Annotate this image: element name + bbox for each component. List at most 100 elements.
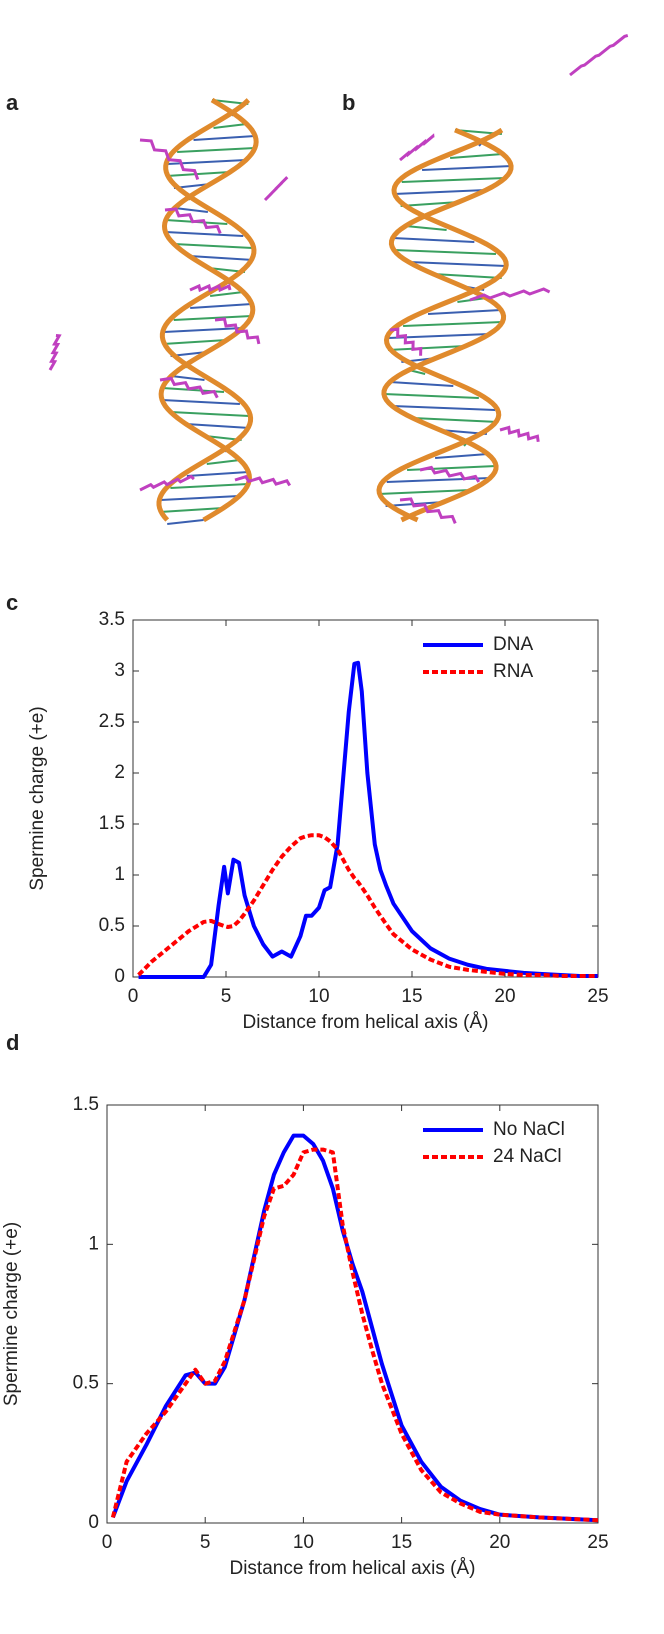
spermine	[139, 138, 200, 181]
x-tick-label: 15	[391, 1532, 412, 1553]
plot-frame	[106, 1104, 599, 1524]
spermine	[164, 207, 222, 234]
base-pair	[433, 273, 502, 279]
base-pair	[412, 417, 499, 423]
y-tick-label: 1.5	[73, 1094, 99, 1115]
backbone	[376, 127, 509, 523]
panel-label: b	[342, 90, 355, 115]
base-pair	[386, 477, 491, 483]
base-pair	[160, 495, 240, 501]
base-pair	[165, 231, 244, 237]
data-line	[138, 660, 598, 979]
base-pair	[171, 375, 205, 381]
plot-frame	[132, 619, 599, 978]
base-pair	[174, 207, 208, 213]
y-axis-label: Spermine charge (+e)	[1, 1222, 22, 1406]
x-axis-label: Distance from helical axis (Å)	[242, 1012, 488, 1033]
base-pair	[164, 327, 243, 333]
base-pair	[162, 399, 240, 405]
x-tick-label: 10	[293, 1532, 314, 1553]
base-pair	[167, 519, 204, 525]
y-tick-label: 2	[114, 762, 125, 783]
base-pair	[387, 345, 466, 351]
y-tick-label: 1.5	[99, 813, 125, 834]
y-tick-label: 0	[88, 1512, 99, 1533]
base-pair	[400, 201, 459, 207]
base-pair	[392, 405, 496, 411]
y-tick-label: 3	[114, 660, 125, 681]
x-tick-label: 20	[489, 1532, 510, 1553]
base-pair	[408, 261, 506, 267]
base-pair	[392, 237, 475, 243]
base-pair	[159, 507, 224, 513]
base-pair	[185, 423, 250, 429]
base-pair	[186, 471, 249, 477]
x-tick-label: 25	[587, 986, 608, 1007]
base-pair	[173, 243, 253, 249]
base-pair	[389, 381, 454, 387]
panel-label: c	[6, 590, 18, 615]
spermine	[214, 317, 261, 345]
spermine	[569, 34, 629, 77]
spermine	[399, 133, 435, 162]
base-pair	[450, 153, 503, 159]
molecule-images	[48, 34, 629, 525]
spermine	[399, 497, 457, 524]
spermine	[389, 327, 423, 356]
x-tick-label: 5	[221, 986, 232, 1007]
panel-label: d	[6, 1030, 19, 1055]
x-tick-label: 0	[128, 986, 139, 1007]
spermine	[469, 287, 551, 302]
x-tick-label: 0	[102, 1532, 113, 1553]
base-pair	[427, 309, 502, 315]
y-tick-label: 0.5	[99, 915, 125, 936]
backbone	[381, 127, 514, 523]
base-pair	[213, 123, 247, 129]
backbone	[156, 98, 257, 522]
x-tick-label: 5	[200, 1532, 211, 1553]
panel-label: a	[6, 90, 19, 115]
base-pair	[193, 135, 256, 141]
spermine	[189, 283, 232, 293]
base-pair	[383, 393, 479, 399]
x-axis-label: Distance from helical axis (Å)	[229, 1558, 475, 1579]
spermine	[48, 334, 62, 371]
legend-label: No NaCl	[493, 1119, 565, 1140]
data-line	[110, 1147, 599, 1523]
base-pair	[210, 291, 244, 297]
y-tick-label: 1	[114, 864, 125, 885]
base-pair	[190, 303, 252, 309]
x-tick-label: 15	[401, 986, 422, 1007]
spermine	[234, 474, 292, 487]
spermine	[419, 465, 481, 483]
spermine	[139, 474, 195, 492]
base-pair	[405, 225, 447, 231]
base-pair	[393, 189, 487, 195]
y-tick-label: 0	[114, 966, 125, 987]
base-pair	[177, 147, 255, 153]
base-pair	[435, 453, 488, 459]
y-tick-label: 0.5	[73, 1373, 99, 1394]
x-tick-label: 25	[587, 1532, 608, 1553]
base-pair	[206, 459, 241, 465]
legend-label: DNA	[493, 634, 533, 655]
base-pair	[166, 171, 231, 177]
base-pair	[189, 255, 254, 261]
spermine	[263, 176, 289, 202]
base-pair	[170, 411, 250, 417]
y-axis-label: Spermine charge (+e)	[27, 706, 48, 890]
base-pair	[401, 177, 506, 183]
base-pair	[393, 249, 496, 255]
base-pair	[378, 489, 472, 495]
y-tick-label: 1	[88, 1233, 99, 1254]
spermine	[159, 376, 219, 399]
legend-label: 24 NaCl	[493, 1146, 562, 1167]
base-pair	[403, 321, 503, 327]
x-tick-label: 20	[494, 986, 515, 1007]
spermine	[499, 425, 540, 443]
legend-label: RNA	[493, 661, 533, 682]
base-pair	[422, 165, 512, 171]
x-tick-label: 10	[308, 986, 329, 1007]
y-tick-label: 3.5	[99, 609, 125, 630]
